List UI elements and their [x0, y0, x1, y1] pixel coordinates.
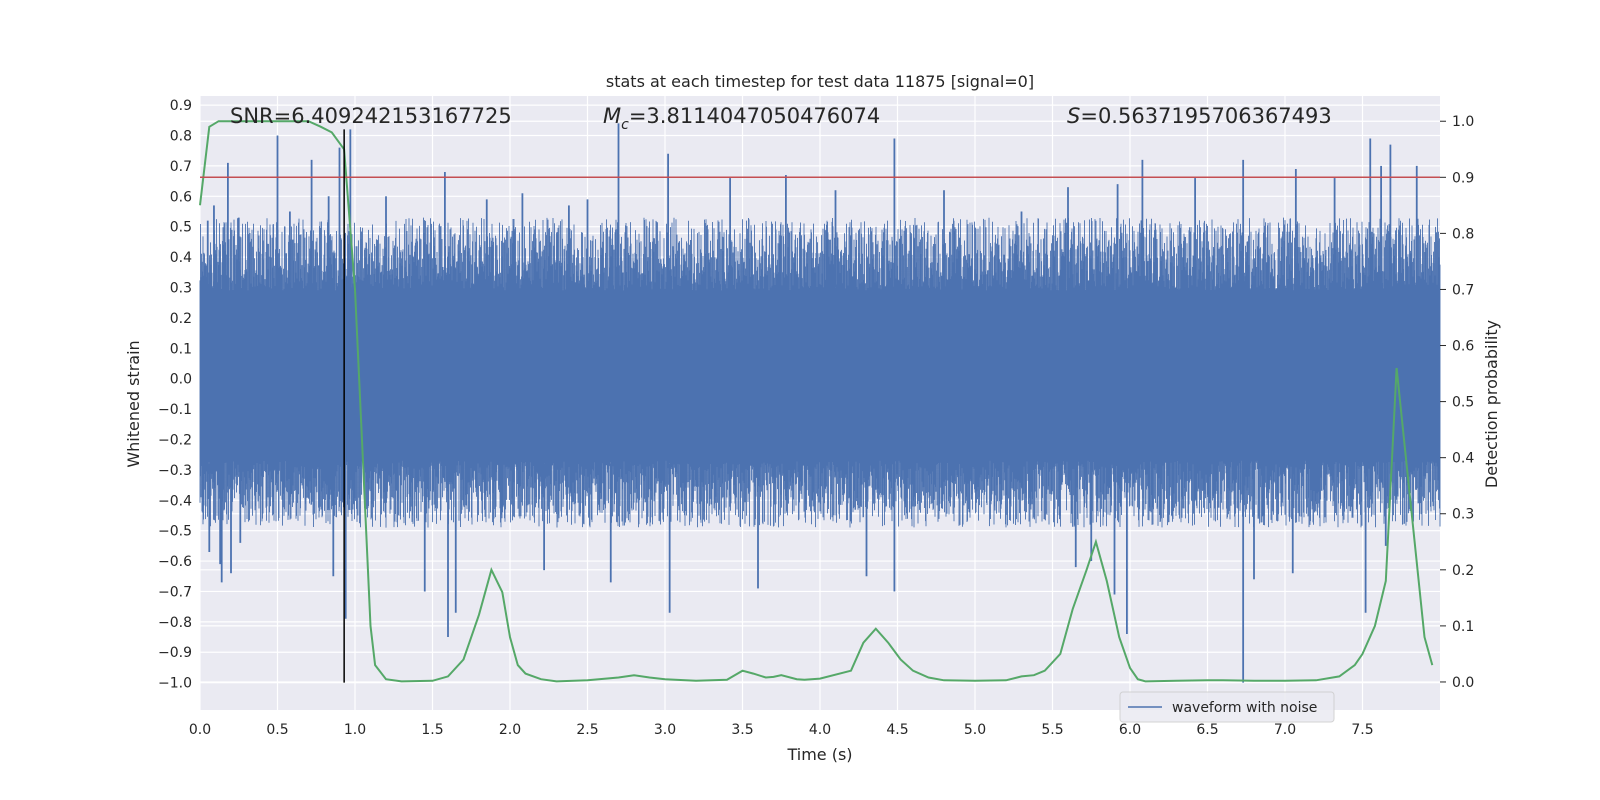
y-tick-label: −0.4	[158, 493, 192, 509]
s-value: =0.5637195706367493	[1080, 104, 1331, 128]
y2-tick-label: 0.0	[1452, 675, 1474, 691]
y-tick-label: −0.3	[158, 463, 192, 479]
chart-title: stats at each timestep for test data 118…	[606, 72, 1034, 91]
y-tick-label: −0.7	[158, 584, 192, 600]
chirp-mass-subscript: c	[621, 117, 629, 133]
y-tick-label: 0.8	[170, 129, 192, 145]
x-tick-label: 3.5	[731, 722, 753, 738]
chirp-mass-symbol: M	[603, 104, 621, 128]
y2-axis: 1.0 0.9 0.8 0.7 0.6 0.5 0.4 0.3 0.2 0.1 0.0	[1440, 114, 1474, 691]
waveform-series	[199, 123, 1441, 683]
x-tick-label: 2.0	[499, 722, 521, 738]
y-tick-label: 0.6	[170, 189, 192, 205]
x-tick-label: 0.5	[266, 722, 288, 738]
x-tick-label: 4.0	[809, 722, 831, 738]
y2-tick-label: 0.4	[1452, 451, 1474, 467]
s-symbol: S	[1067, 104, 1080, 128]
reference-lines	[200, 129, 1440, 683]
legend-box	[1119, 691, 1335, 723]
s-annotation: S=0.5637195706367493	[1067, 104, 1332, 128]
x-axis: 0.0 0.5 1.0 1.5 2.0 2.5 3.0 3.5 4.0 4.5 5.0 5.5 6.0 6…	[189, 722, 1374, 738]
chirp-mass-annotation: Mc=3.8114047050476074	[603, 104, 880, 133]
y2-tick-label: 0.6	[1452, 339, 1474, 355]
waveform-noise-band	[199, 217, 1441, 528]
x-tick-label: 2.5	[576, 722, 598, 738]
legend: waveform with noise	[1119, 691, 1335, 723]
x-tick-label: 3.0	[654, 722, 676, 738]
y-tick-label: −0.8	[158, 615, 192, 631]
x-tick-label: 7.0	[1274, 722, 1296, 738]
y-tick-label: 0.0	[170, 372, 192, 388]
x-tick-label: 0.0	[189, 722, 211, 738]
y2-tick-label: 0.5	[1452, 395, 1474, 411]
y-tick-label: 0.2	[170, 311, 192, 327]
y-tick-label: 0.7	[170, 159, 192, 175]
x-tick-label: 6.0	[1119, 722, 1141, 738]
y2-tick-label: 0.1	[1452, 619, 1474, 635]
y-tick-label: −1.0	[158, 676, 192, 692]
x-tick-label: 5.0	[964, 722, 986, 738]
y-tick-label: 0.9	[170, 98, 192, 114]
y2-axis-label: Detection probability	[1482, 320, 1501, 488]
y-axis-label: Whitened strain	[124, 340, 143, 467]
y2-tick-label: 0.2	[1452, 563, 1474, 579]
y-tick-label: −0.1	[158, 402, 192, 418]
x-tick-label: 4.5	[886, 722, 908, 738]
probability-line	[199, 120, 1434, 683]
x-tick-label: 6.5	[1196, 722, 1218, 738]
probability-series	[199, 120, 1434, 683]
y-tick-label: −0.6	[158, 554, 192, 570]
y2-tick-label: 0.8	[1452, 226, 1474, 242]
y-axis: 0.9 0.8 0.7 0.6 0.5 0.4 0.3 0.2 0.1 0.0 −0.1 −0.2 −0…	[158, 98, 192, 692]
y-tick-label: 0.3	[170, 280, 192, 296]
y2-tick-label: 0.3	[1452, 507, 1474, 523]
y-tick-label: −0.9	[158, 645, 192, 661]
y2-tick-label: 0.9	[1452, 170, 1474, 186]
legend-label: waveform with noise	[1172, 700, 1317, 716]
snr-annotation: SNR=6.409242153167725	[230, 104, 512, 128]
x-tick-label: 1.5	[421, 722, 443, 738]
y2-tick-label: 0.7	[1452, 282, 1474, 298]
x-tick-label: 7.5	[1351, 722, 1373, 738]
y2-tick-label: 1.0	[1452, 114, 1474, 130]
y-tick-label: −0.5	[158, 524, 192, 540]
y-tick-label: −0.2	[158, 432, 192, 448]
x-axis-label: Time (s)	[786, 745, 852, 764]
y-tick-label: 0.5	[170, 220, 192, 236]
chirp-mass-value: =3.8114047050476074	[629, 104, 880, 128]
y-tick-label: 0.1	[170, 341, 192, 357]
x-tick-label: 1.0	[344, 722, 366, 738]
x-tick-label: 5.5	[1041, 722, 1063, 738]
y-tick-label: 0.4	[170, 250, 192, 266]
